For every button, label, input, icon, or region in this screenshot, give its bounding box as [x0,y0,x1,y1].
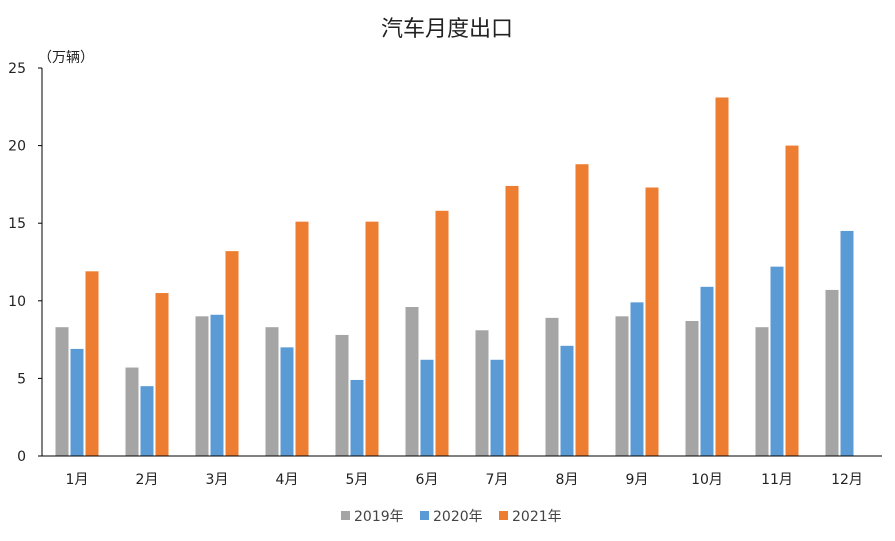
bar-1-9 [615,316,629,456]
bar-2-12 [840,230,854,456]
bar-1-8 [545,317,559,456]
x-tick-label: 9月 [626,472,649,488]
bar-1-3 [195,316,209,456]
bar-3-6 [435,210,449,456]
x-tick-label: 10月 [691,472,723,488]
bar-2-5 [350,379,364,456]
x-tick-label: 3月 [206,472,229,488]
x-tick-label: 1月 [66,472,89,488]
legend-swatch [499,511,508,520]
bar-3-7 [505,185,519,456]
x-tick-label: 8月 [556,472,579,488]
x-tick-label: 7月 [486,472,509,488]
bar-2-11 [770,266,784,456]
chart-title: 汽车月度出口 [381,17,513,42]
bar-3-5 [365,221,379,456]
bar-2-6 [420,359,434,456]
bar-2-9 [630,302,644,456]
legend-swatch [420,511,429,520]
x-tick-label: 4月 [276,472,299,488]
y-axis-ticks: 0 5 10 15 20 25 [8,61,42,465]
y-tick-label: 5 [17,371,26,387]
legend-label: 2021年 [512,509,562,525]
x-tick-label: 11月 [761,472,793,488]
bar-3-4 [295,221,309,456]
bar-1-6 [405,307,419,456]
x-tick-label: 2月 [136,472,159,488]
bar-2-2 [140,386,154,456]
legend-label: 2019年 [354,509,404,525]
legend-label: 2020年 [433,509,483,525]
bar-2-8 [560,345,574,456]
legend: 2019年 2020年 2021年 [341,509,562,525]
bar-3-10 [715,97,729,456]
x-tick-label: 12月 [831,472,863,488]
bars-group [55,97,854,456]
bar-1-5 [335,334,349,456]
bar-1-2 [125,367,139,456]
bar-1-7 [475,330,489,456]
bar-1-11 [755,327,769,456]
bar-2-1 [70,348,84,456]
bar-1-12 [825,289,839,456]
bar-2-3 [210,314,224,456]
bar-1-4 [265,327,279,456]
y-tick-label: 10 [8,294,26,310]
y-tick-label: 0 [17,449,26,465]
bar-2-10 [700,286,714,456]
x-axis-ticks: 1月 2月 3月 4月 5月 6月 7月 8月 9月 10月 11月 12月 [66,472,863,488]
bar-3-8 [575,164,589,456]
legend-swatch [341,511,350,520]
bar-3-11 [785,145,799,456]
y-tick-label: 25 [8,61,26,77]
y-tick-label: 20 [8,139,26,155]
bar-1-1 [55,327,69,456]
unit-label: （万辆） [38,50,94,66]
bar-1-10 [685,320,699,456]
bar-2-7 [490,359,504,456]
x-tick-label: 5月 [346,472,369,488]
bar-3-1 [85,271,99,456]
x-tick-label: 6月 [416,472,439,488]
y-tick-label: 15 [8,216,26,232]
bar-3-9 [645,187,659,456]
bar-3-3 [225,251,239,456]
bar-2-4 [280,347,294,456]
bar-3-2 [155,293,169,456]
